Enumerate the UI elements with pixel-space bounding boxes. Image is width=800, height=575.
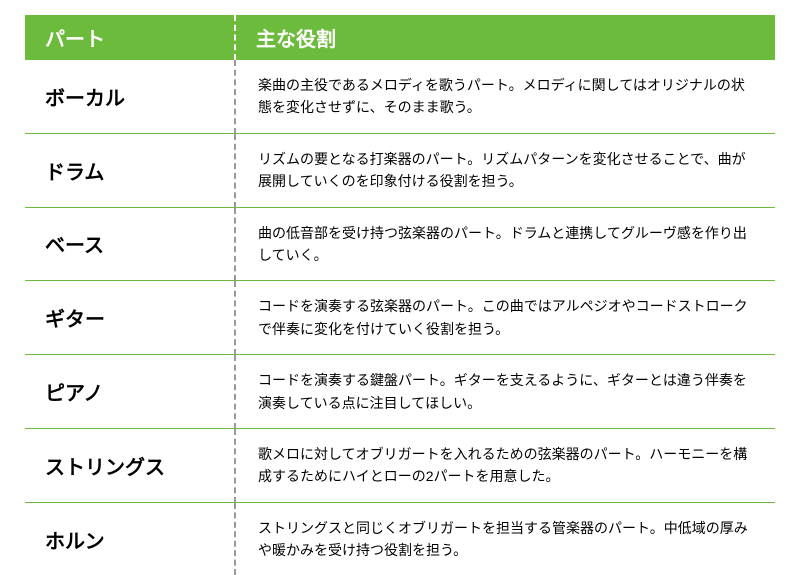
part-cell: ピアノ: [25, 355, 235, 429]
role-cell: コードを演奏する鍵盤パート。ギターを支えるように、ギターとは違う伴奏を演奏してい…: [235, 355, 775, 429]
part-cell: ギター: [25, 281, 235, 355]
role-cell: 歌メロに対してオブリガートを入れるための弦楽器のパート。ハーモニーを構成するため…: [235, 428, 775, 502]
parts-role-table: パート 主な役割 ボーカル 楽曲の主役であるメロディを歌うパート。メロディに関し…: [25, 15, 775, 575]
role-cell: 楽曲の主役であるメロディを歌うパート。メロディに関してはオリジナルの状態を変化さ…: [235, 60, 775, 133]
part-cell: ストリングス: [25, 428, 235, 502]
part-cell: ホルン: [25, 502, 235, 575]
table-row: ベース 曲の低音部を受け持つ弦楽器のパート。ドラムと連携してグルーヴ感を作り出し…: [25, 207, 775, 281]
header-part: パート: [25, 15, 235, 60]
part-cell: ドラム: [25, 133, 235, 207]
table-row: ピアノ コードを演奏する鍵盤パート。ギターを支えるように、ギターとは違う伴奏を演…: [25, 355, 775, 429]
part-cell: ベース: [25, 207, 235, 281]
table-row: ストリングス 歌メロに対してオブリガートを入れるための弦楽器のパート。ハーモニー…: [25, 428, 775, 502]
role-cell: コードを演奏する弦楽器のパート。この曲ではアルペジオやコードストロークで伴奏に変…: [235, 281, 775, 355]
table-row: ギター コードを演奏する弦楽器のパート。この曲ではアルペジオやコードストロークで…: [25, 281, 775, 355]
role-cell: ストリングスと同じくオブリガートを担当する管楽器のパート。中低域の厚みや暖かみを…: [235, 502, 775, 575]
role-cell: 曲の低音部を受け持つ弦楽器のパート。ドラムと連携してグルーヴ感を作り出していく。: [235, 207, 775, 281]
table-row: ドラム リズムの要となる打楽器のパート。リズムパターンを変化させることで、曲が展…: [25, 133, 775, 207]
table-row: ボーカル 楽曲の主役であるメロディを歌うパート。メロディに関してはオリジナルの状…: [25, 60, 775, 133]
header-role: 主な役割: [235, 15, 775, 60]
table-row: ホルン ストリングスと同じくオブリガートを担当する管楽器のパート。中低域の厚みや…: [25, 502, 775, 575]
part-cell: ボーカル: [25, 60, 235, 133]
role-cell: リズムの要となる打楽器のパート。リズムパターンを変化させることで、曲が展開してい…: [235, 133, 775, 207]
table-body: ボーカル 楽曲の主役であるメロディを歌うパート。メロディに関してはオリジナルの状…: [25, 60, 775, 575]
table-header-row: パート 主な役割: [25, 15, 775, 60]
